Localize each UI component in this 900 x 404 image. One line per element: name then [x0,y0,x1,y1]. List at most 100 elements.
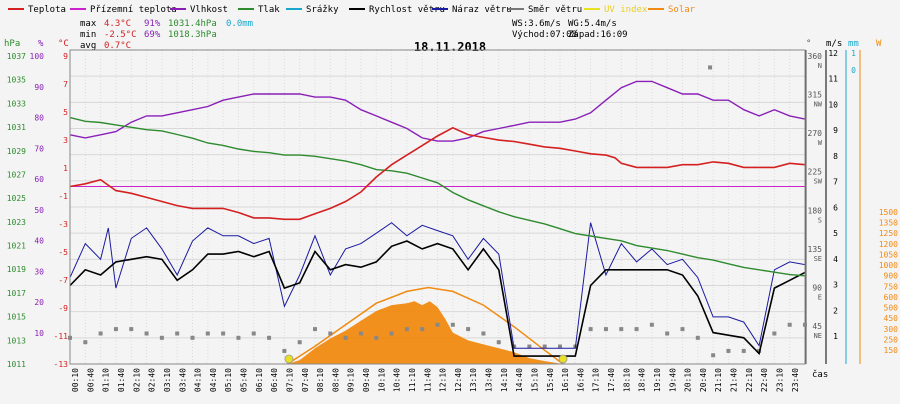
tick-label-hpa: 1013 [7,336,26,345]
tick-label-w: 1350 [879,219,898,228]
wind-direction-point [282,348,287,353]
temperature-line [69,126,806,221]
legend-label: Tlak [258,5,280,15]
wind-direction-point [435,322,440,327]
wind-direction-point [389,331,394,336]
wind-direction-point [144,331,149,336]
tick-label-w: 600 [884,293,899,302]
wind-direction-point [726,348,731,353]
tick-label-c: 1 [63,164,68,173]
tick-label-w: 1000 [879,261,898,270]
unit-ms: m/s [826,39,842,49]
time-tick-label: 03:10 [163,368,172,392]
stat-max-rain: 0.0mm [226,19,253,29]
tick-label-hpa: 1033 [7,99,26,108]
humidity-line [69,80,806,142]
pressure-line [69,116,806,277]
time-tick-label: 05:10 [224,368,233,392]
wind-direction-point [328,331,333,336]
time-tick-label: 13:10 [469,368,478,392]
stat-avg-temp: 0.7°C [104,41,131,51]
tick-label-c: -5 [58,248,68,257]
unit-hpa: hPa [4,39,20,49]
time-tick-label: 17:40 [607,368,616,392]
time-tick-label: 22:40 [760,368,769,392]
tick-label-dir: S [818,216,822,224]
stat-ws: WS:3.6m/s [512,19,561,29]
wind-direction-point [251,331,256,336]
time-tick-label: 01:10 [102,368,111,392]
wind-direction-point [98,331,103,336]
time-axis-label: čas [812,369,828,380]
wind-direction-point [527,344,532,349]
tick-label-deg: 270 [808,129,823,138]
tick-label-w: 450 [884,314,899,323]
wind-direction-point [313,327,317,332]
wind-gust-line [69,222,806,349]
tick-label-ms: 12 [828,49,838,58]
legend-item-naraz-vetru: Náraz větru [432,5,512,15]
time-tick-label: 11:10 [408,368,417,392]
stat-min-label: min [80,30,96,40]
stat-sunset: Západ:16:09 [568,30,628,40]
wind-direction-point [496,340,501,345]
time-tick-label: 10:40 [393,368,402,392]
time-tick-label: 16:10 [561,368,570,392]
tick-label-ms: 9 [833,126,838,135]
tick-label-w: 1500 [879,208,898,217]
tick-label-hpa: 1021 [7,242,26,251]
tick-label-mm: 1 [851,49,856,58]
sun-marker [284,354,294,364]
tick-label-pct: 10 [34,329,44,338]
tick-label-ms: 1 [833,332,838,341]
wind-direction-point [787,322,792,327]
legend-item-teplota: Teplota [8,5,66,15]
time-tick-label: 15:40 [546,368,555,392]
legend-label: Přízemní teplota [90,5,177,15]
time-tick-label: 07:10 [285,368,294,392]
wind-direction-point [404,327,409,332]
tick-label-w: 150 [884,346,899,355]
tick-label-deg: 135 [808,245,823,254]
stat-max-temp: 4.3°C [104,19,131,29]
time-tick-label: 21:40 [730,368,739,392]
wind-direction-point [205,331,210,336]
tick-label-c: -13 [54,360,69,369]
tick-label-c: -3 [58,220,68,229]
tick-label-hpa: 1017 [7,289,26,298]
wind-direction-point [83,340,88,345]
time-tick-label: 13:40 [485,368,494,392]
unit-mm: mm [848,39,859,49]
wind-direction-point [772,331,777,336]
legend-item-tlak: Tlak [238,5,280,15]
tick-label-hpa: 1011 [7,360,26,369]
legend-item-prizemni-teplota: Přízemní teplota [70,5,177,15]
wind-direction-point [619,327,624,332]
tick-label-dir: E [818,293,822,301]
legend-label: Náraz větru [452,5,512,15]
time-tick-label: 22:10 [745,368,754,392]
stat-avg-label: avg [80,41,96,51]
wind-direction-point [450,322,455,327]
legend-label: Teplota [28,5,66,15]
stat-max-hum: 91% [144,19,161,29]
time-tick-label: 02:40 [148,368,157,392]
tick-label-pct: 20 [34,298,44,307]
tick-label-w: 250 [884,335,899,344]
stat-min-hum: 69% [144,30,161,40]
wind-direction-point [680,327,685,332]
time-tick-label: 16:40 [576,368,585,392]
legend-item-smer-vetru: Směr větru [508,5,582,15]
stat-min-temp: -2.5°C [104,30,137,40]
time-tick-label: 11:40 [423,368,432,392]
time-tick-label: 08:10 [316,368,325,392]
time-tick-label: 12:40 [454,368,463,392]
time-tick-label: 04:40 [209,368,218,392]
solar-area [287,301,564,364]
tick-label-dir: SE [814,255,822,263]
time-tick-label: 18:10 [622,368,631,392]
axes: 1037103510331031102910271025102310211019… [7,49,898,392]
tick-label-pct: 50 [34,206,44,215]
tick-label-hpa: 1031 [7,123,26,132]
